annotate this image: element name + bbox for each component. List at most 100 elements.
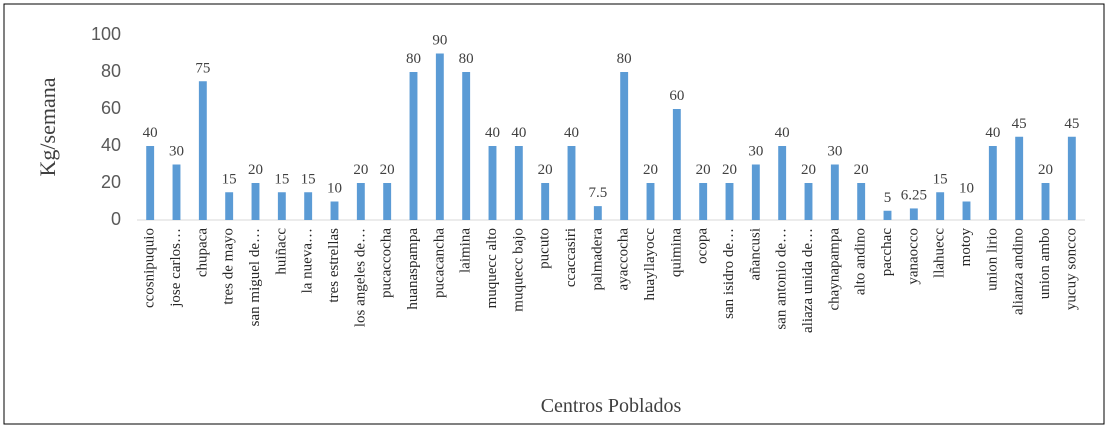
x-tick-label: la nueva… [300,228,316,293]
x-tick-label: ccosnipuquio [142,228,158,308]
x-tick-label: pacchac [879,228,895,277]
x-tick-label: motoy [958,228,974,267]
bar [383,183,392,220]
x-tick-label: alto andino [853,228,869,295]
value-label: 20 [538,162,553,178]
x-tick-label: huayllayocc [642,228,658,301]
value-label: 40 [564,125,579,141]
bar [225,192,234,220]
value-label: 30 [827,144,842,160]
value-label: 6.25 [901,187,927,203]
bar [1015,136,1024,220]
x-tick-label: quimina [668,228,684,278]
x-tick-label: tres estrellas [326,228,342,303]
bar [409,72,418,220]
bar [962,201,971,220]
bar [435,53,444,220]
value-label: 45 [1064,116,1079,132]
y-tick-label: 100 [91,24,121,44]
bar [936,192,945,220]
x-tick-label: muquecc alto [484,228,500,308]
x-tick-label: yucuy soncco [1063,228,1079,310]
bar [857,183,866,220]
value-label: 80 [406,51,421,67]
value-label: 75 [195,60,210,76]
value-label: 40 [485,125,500,141]
y-tick-label: 20 [101,172,121,192]
bar [330,201,339,220]
value-label: 15 [274,171,289,187]
value-label: 20 [722,162,737,178]
value-label: 20 [380,162,395,178]
y-axis-title: Kg/semana [35,77,60,176]
bar [1041,183,1050,220]
value-label: 15 [301,171,316,187]
x-tick-label: san isidro de… [721,228,737,319]
x-tick-label: los angeles de… [352,228,368,327]
x-tick-label: huanaspampa [405,228,421,310]
bar [198,81,207,220]
value-label: 40 [985,125,1000,141]
x-axis-title: Centros Poblados [541,395,682,417]
y-tick-label: 0 [111,209,121,229]
frame [3,3,1105,425]
bar [751,164,760,220]
bar [804,183,813,220]
value-label: 30 [169,144,184,160]
x-tick-label: laimina [458,228,474,273]
value-label: 80 [617,51,632,67]
y-tick-label: 80 [101,61,121,81]
bar [593,206,602,220]
value-label: 20 [353,162,368,178]
value-label: 60 [669,88,684,104]
value-label: 5 [884,190,892,206]
bar [883,210,892,220]
value-label: 7.5 [588,185,607,201]
bar [462,72,471,220]
x-tick-label: union ambo [1037,228,1053,299]
bar [172,164,181,220]
bar [514,146,523,220]
value-label: 45 [1012,116,1027,132]
value-label: 40 [511,125,526,141]
bar [488,146,497,220]
x-tick-label: pucaccocha [379,228,395,298]
bar [277,192,286,220]
x-tick-label: llahuecc [932,228,948,278]
value-label: 30 [748,144,763,160]
bar [672,109,681,220]
x-tick-label: tres de mayo [221,228,237,305]
x-tick-label: ccaccasiri [563,228,579,287]
bar [620,72,629,220]
value-label: 15 [222,171,237,187]
bar [830,164,839,220]
x-tick-label: palmadera [589,228,605,291]
bar [725,183,734,220]
bar [304,192,313,220]
x-tick-label: union lirio [984,228,1000,291]
value-label: 10 [327,181,342,197]
value-label: 20 [1038,162,1053,178]
x-tick-label: ayaccocha [616,228,632,291]
x-tick-label: añancusi [747,228,763,280]
value-label: 40 [775,125,790,141]
bar [356,183,365,220]
value-label: 10 [959,181,974,197]
x-tick-label: muquecc bajo [510,228,526,312]
x-tick-label: ocopa [695,228,711,264]
bar [541,183,550,220]
value-label: 40 [143,125,158,141]
bar [146,146,155,220]
x-tick-label: pucacancha [431,228,447,298]
bar [1067,136,1076,220]
x-tick-label: chupaca [194,228,210,277]
x-tick-label: huiñacc [273,228,289,275]
bar [251,183,260,220]
value-label: 90 [432,33,447,49]
bar [699,183,708,220]
value-label: 20 [248,162,263,178]
bar [988,146,997,220]
bar [646,183,655,220]
x-tick-label: chaynapampa [826,228,842,311]
